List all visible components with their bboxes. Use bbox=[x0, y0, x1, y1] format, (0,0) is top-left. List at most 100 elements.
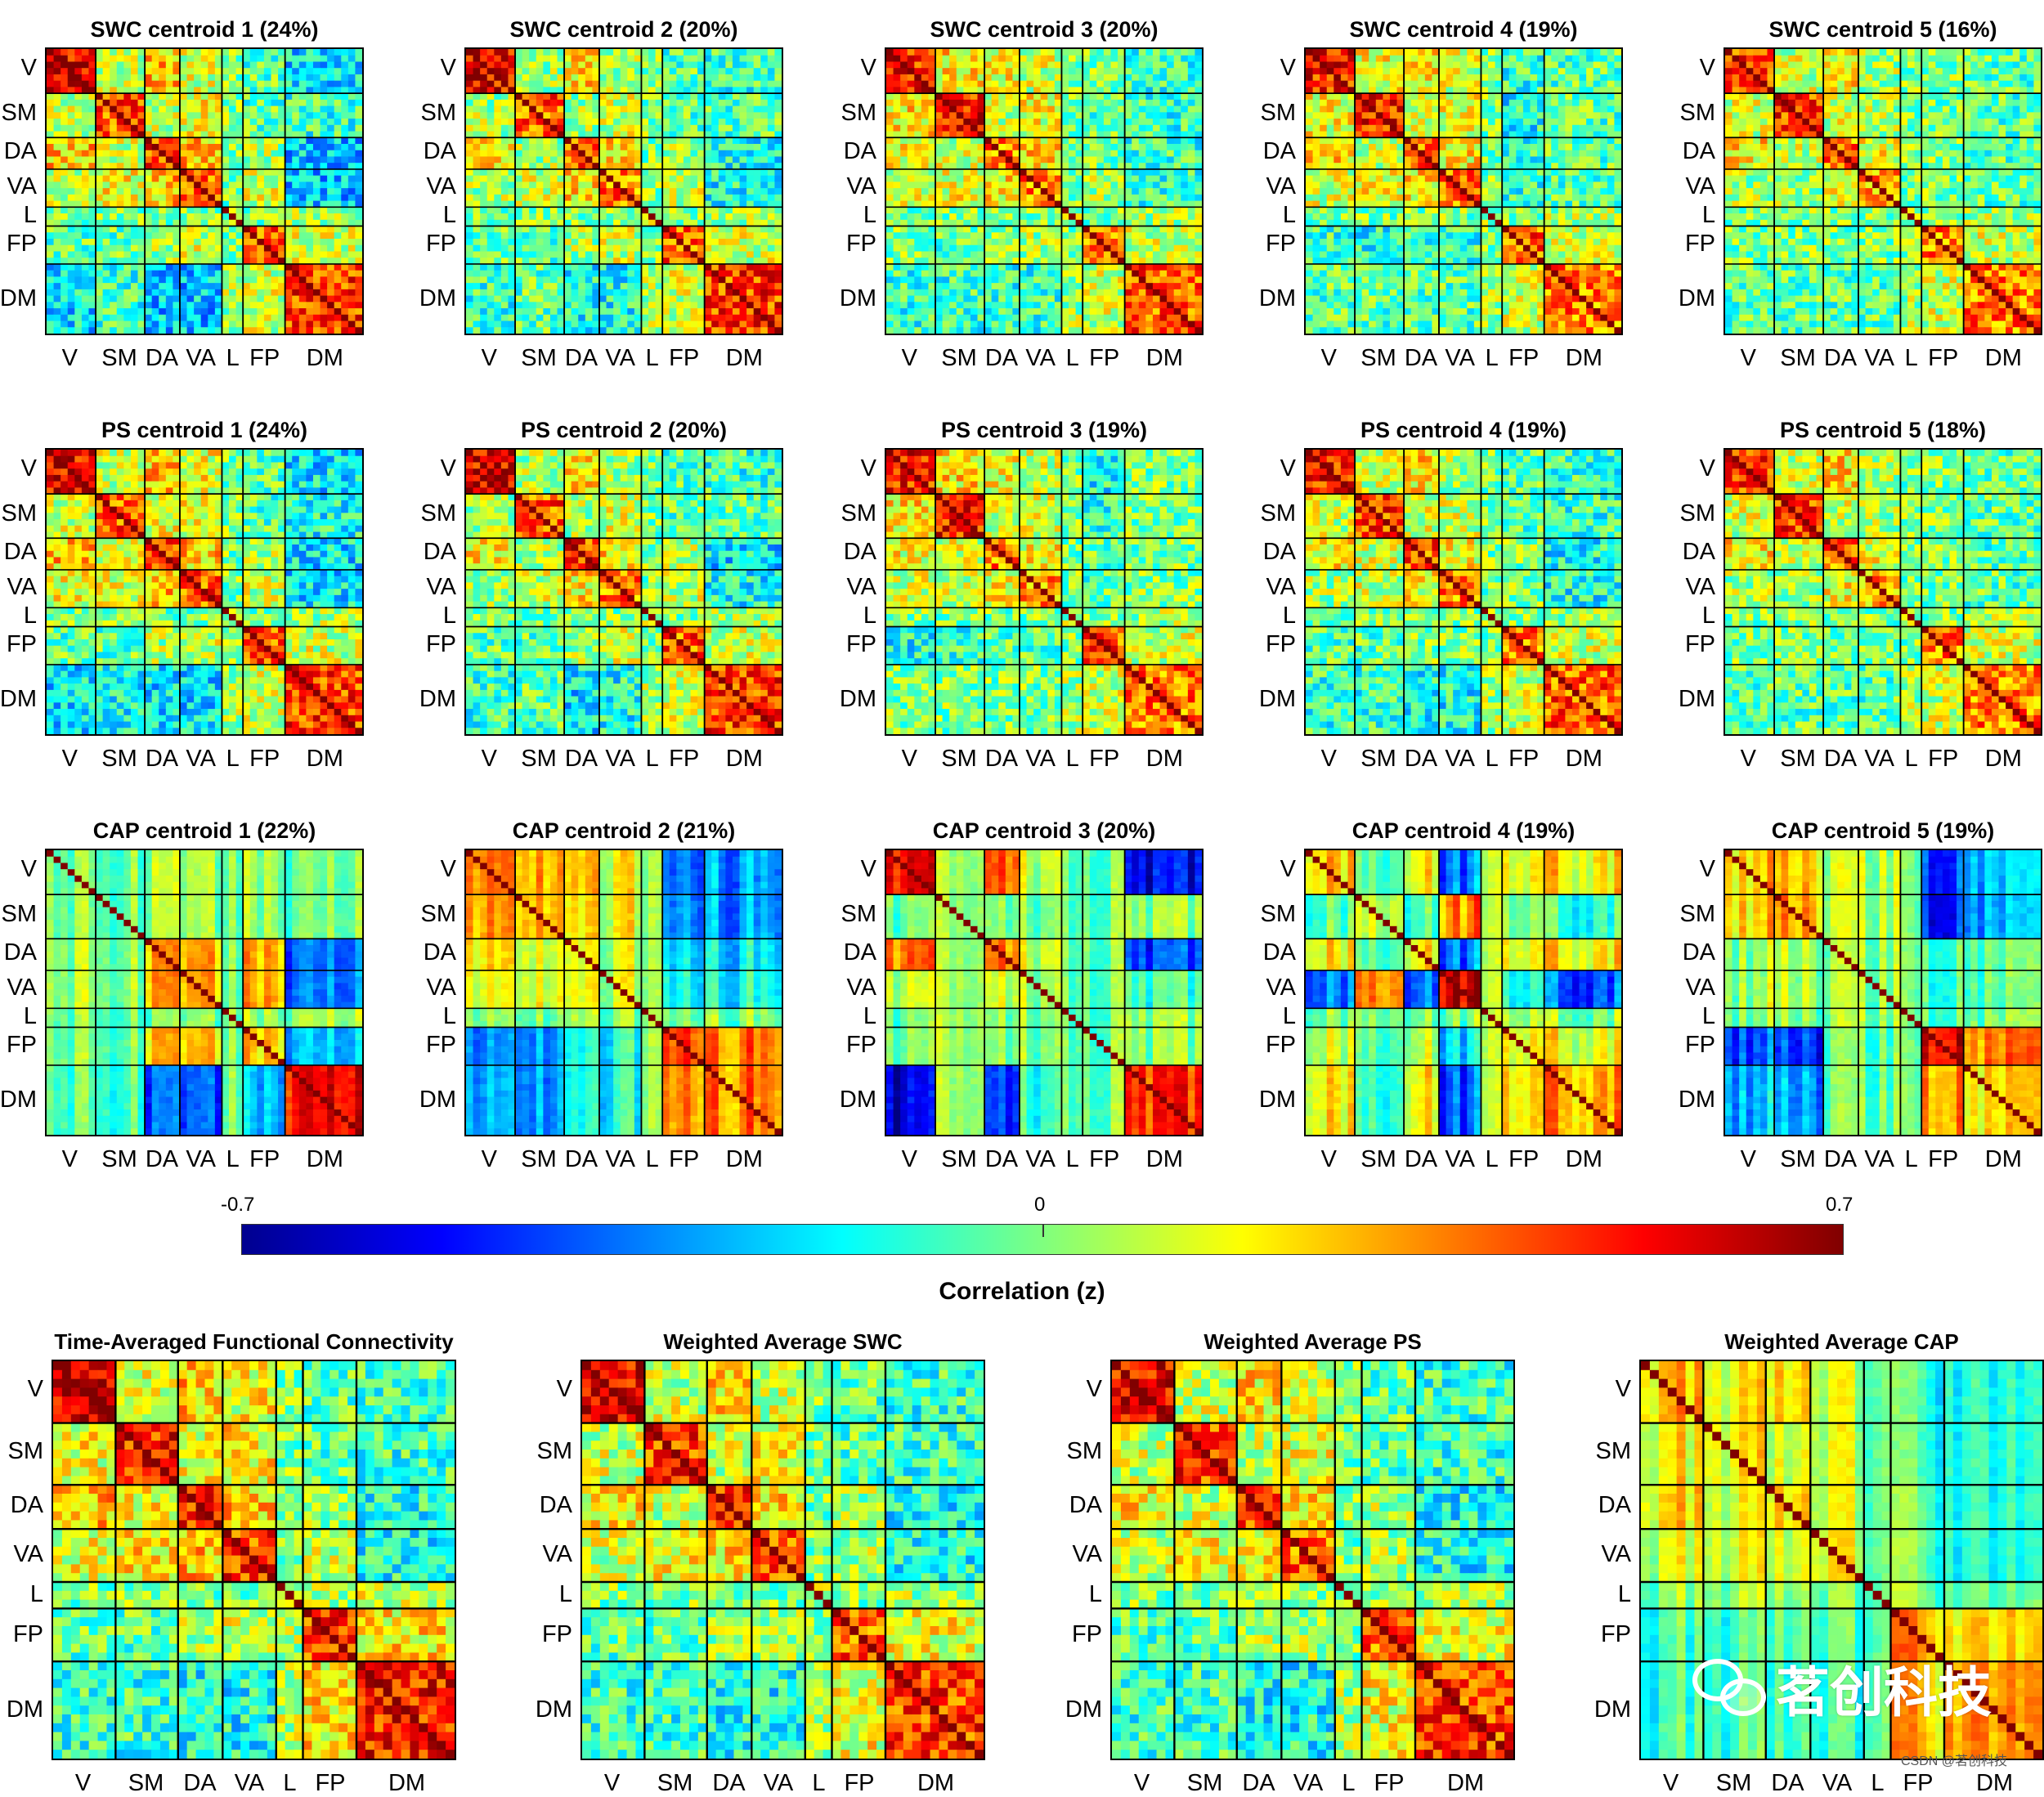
matrix-cell bbox=[627, 93, 634, 100]
matrix-cell bbox=[578, 49, 585, 56]
matrix-cell bbox=[54, 188, 61, 195]
matrix-cell bbox=[96, 276, 103, 283]
matrix-cell bbox=[145, 226, 152, 233]
matrix-cell bbox=[1061, 156, 1069, 163]
matrix-cell bbox=[1181, 119, 1188, 125]
matrix-cell bbox=[103, 289, 110, 296]
matrix-cell bbox=[564, 264, 572, 271]
matrix-cell bbox=[599, 176, 607, 182]
matrix-cell bbox=[607, 207, 614, 213]
matrix-cell bbox=[1006, 61, 1013, 68]
matrix-cell bbox=[621, 176, 628, 182]
matrix-cell bbox=[180, 112, 187, 119]
matrix-cell bbox=[327, 61, 334, 68]
matrix-cell bbox=[943, 156, 950, 163]
matrix-cell bbox=[774, 321, 782, 328]
matrix-cell bbox=[719, 144, 726, 150]
matrix-cell bbox=[992, 49, 999, 56]
matrix-cell bbox=[613, 251, 621, 258]
matrix-cell bbox=[529, 302, 536, 308]
y-tick-label: V bbox=[0, 55, 37, 82]
matrix-cell bbox=[208, 289, 215, 296]
matrix-cell bbox=[992, 144, 999, 150]
matrix-cell bbox=[564, 232, 572, 239]
matrix-cell bbox=[1096, 49, 1104, 56]
matrix-cell bbox=[886, 49, 894, 56]
matrix-cell bbox=[760, 308, 768, 315]
matrix-cell bbox=[54, 289, 61, 296]
matrix-cell bbox=[201, 327, 208, 334]
matrix-cell bbox=[1090, 119, 1097, 125]
matrix-cell bbox=[180, 137, 187, 144]
matrix-cell bbox=[1104, 125, 1111, 132]
matrix-cell bbox=[229, 308, 236, 315]
matrix-cell bbox=[180, 207, 187, 213]
matrix-cell bbox=[613, 207, 621, 213]
matrix-cell bbox=[494, 327, 501, 334]
matrix-cell bbox=[522, 251, 530, 258]
matrix-cell bbox=[522, 283, 530, 289]
matrix-cell bbox=[684, 125, 691, 132]
matrix-cell bbox=[613, 56, 621, 62]
matrix-cell bbox=[599, 207, 607, 213]
matrix-cell bbox=[578, 188, 585, 195]
matrix-cell bbox=[96, 226, 103, 233]
matrix-cell bbox=[208, 100, 215, 106]
matrix-cell bbox=[487, 276, 495, 283]
matrix-cell bbox=[1132, 61, 1139, 68]
matrix-cell bbox=[250, 283, 258, 289]
matrix-cell bbox=[68, 112, 75, 119]
matrix-cell bbox=[705, 176, 712, 182]
matrix-cell bbox=[47, 112, 54, 119]
matrix-cell bbox=[208, 321, 215, 328]
matrix-cell bbox=[194, 321, 201, 328]
matrix-cell bbox=[1027, 150, 1034, 157]
matrix-cell bbox=[543, 106, 550, 113]
matrix-cell bbox=[963, 169, 970, 176]
matrix-cell bbox=[1160, 137, 1168, 144]
matrix-cell bbox=[662, 100, 670, 106]
matrix-cell bbox=[943, 144, 950, 150]
matrix-cell bbox=[243, 144, 250, 150]
matrix-cell bbox=[621, 137, 628, 144]
matrix-cell bbox=[536, 74, 544, 81]
matrix-cell bbox=[145, 188, 152, 195]
matrix-cell bbox=[285, 100, 293, 106]
matrix-cell bbox=[921, 144, 929, 150]
matrix-cell bbox=[229, 150, 236, 157]
matrix-cell bbox=[536, 56, 544, 62]
matrix-cell bbox=[733, 302, 740, 308]
matrix-cell bbox=[522, 308, 530, 315]
matrix-cell bbox=[131, 81, 138, 87]
matrix-cell bbox=[641, 213, 648, 220]
matrix-cell bbox=[740, 176, 747, 182]
matrix-cell bbox=[725, 302, 733, 308]
matrix-cell bbox=[733, 195, 740, 201]
matrix-cell bbox=[522, 176, 530, 182]
matrix-cell bbox=[670, 239, 677, 245]
matrix-cell bbox=[341, 271, 348, 277]
matrix-cell bbox=[725, 289, 733, 296]
matrix-cell bbox=[480, 181, 487, 188]
matrix-cell bbox=[690, 100, 697, 106]
matrix-cell bbox=[711, 49, 719, 56]
matrix-cell bbox=[599, 264, 607, 271]
matrix-cell bbox=[543, 81, 550, 87]
matrix-cell bbox=[103, 150, 110, 157]
matrix-cell bbox=[131, 137, 138, 144]
matrix-cell bbox=[82, 207, 89, 213]
matrix-cell bbox=[327, 125, 334, 132]
matrix-cell bbox=[1188, 49, 1195, 56]
matrix-cell bbox=[522, 112, 530, 119]
matrix-cell bbox=[662, 232, 670, 239]
matrix-cell bbox=[320, 271, 328, 277]
matrix-cell bbox=[341, 112, 348, 119]
matrix-cell bbox=[1110, 81, 1118, 87]
matrix-cell bbox=[998, 125, 1006, 132]
matrix-cell bbox=[208, 283, 215, 289]
matrix-cell bbox=[1041, 106, 1048, 113]
matrix-cell bbox=[159, 61, 166, 68]
matrix-cell bbox=[194, 239, 201, 245]
matrix-cell bbox=[271, 81, 278, 87]
matrix-cell bbox=[110, 276, 117, 283]
